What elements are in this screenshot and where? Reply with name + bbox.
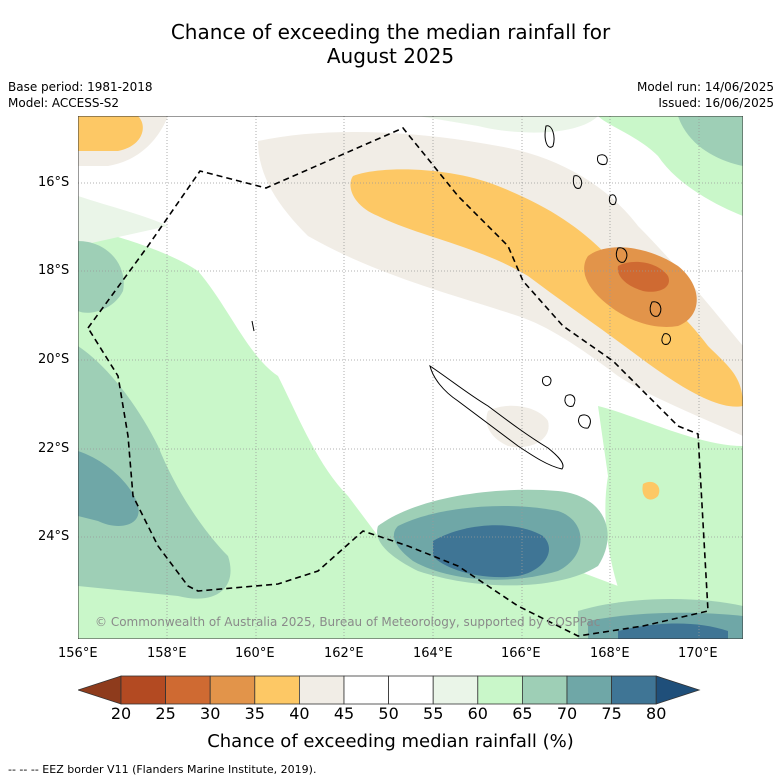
model-text: Model: ACCESS-S2 — [8, 96, 120, 110]
lat-label-16s: 16°S — [38, 175, 70, 190]
lon-label-164e: 164°E — [413, 646, 453, 661]
colorbar-tick-label: 35 — [244, 704, 265, 723]
colorbar-tick-label: 75 — [601, 704, 622, 723]
green-region-west — [78, 226, 743, 639]
map-title-line1: Chance of exceeding the median rainfall … — [170, 20, 611, 44]
coastlines — [251, 125, 672, 470]
lon-label-166e: 166°E — [501, 646, 541, 661]
colorbar-cell — [388, 675, 434, 705]
base-period-text: Base period: 1981-2018 — [8, 80, 153, 94]
colorbar-cell — [521, 675, 568, 705]
colorbar-tick-label: 45 — [333, 704, 355, 723]
vanuatu-island-7 — [608, 194, 617, 205]
lon-label-162e: 162°E — [324, 646, 364, 661]
orange-region-west — [78, 116, 143, 151]
lon-label-158e: 158°E — [147, 646, 187, 661]
lon-label-156e: 156°E — [58, 646, 98, 661]
vanuatu-island-5 — [661, 333, 672, 345]
eez-legend-footer: -- -- -- EEZ border V11 (Flanders Marine… — [8, 763, 317, 776]
colorbar-cell — [566, 675, 612, 705]
teal-region-ne — [678, 116, 743, 166]
colorbar-tick-label: 30 — [200, 704, 221, 723]
colorbar-cell — [432, 675, 479, 705]
colorbar-cell — [209, 675, 256, 705]
orange-spot-east — [642, 481, 660, 500]
lat-label-18s: 18°S — [38, 263, 70, 278]
loyalty-island-3 — [578, 414, 591, 429]
colorbar-tick-label: 20 — [110, 704, 132, 723]
colorbar-cell — [120, 675, 166, 705]
vanuatu-island-2 — [572, 175, 583, 189]
copyright-text: © Commonwealth of Australia 2025, Bureau… — [95, 615, 600, 629]
colorbar-tick-label: 60 — [467, 704, 488, 723]
vanuatu-island-1 — [544, 125, 555, 148]
lat-label-22s: 22°S — [38, 441, 70, 456]
colorbar — [78, 675, 701, 705]
light-green-top — [418, 116, 598, 133]
light-green-west — [78, 196, 168, 246]
issued-text: Issued: 16/06/2025 — [658, 96, 774, 110]
lon-label-160e: 160°E — [235, 646, 275, 661]
vanuatu-island-4 — [649, 301, 662, 317]
teal-region-west — [78, 346, 231, 599]
loyalty-island-1 — [542, 375, 552, 387]
model-run-text: Model run: 14/06/2025 — [636, 80, 774, 94]
colorbar-cell — [254, 675, 300, 705]
loyalty-island-2 — [564, 394, 576, 407]
deep-teal-west — [78, 451, 139, 526]
red-orange-region — [617, 261, 669, 292]
vanuatu-island-6 — [597, 154, 608, 165]
colorbar-cell — [343, 675, 389, 705]
lat-label-20s: 20°S — [38, 352, 70, 367]
lon-label-170e: 170°E — [678, 646, 718, 661]
eez-border — [87, 127, 709, 637]
colorbar-cell — [298, 675, 345, 705]
rainfall-map: © Commonwealth of Australia 2025, Bureau… — [78, 116, 743, 639]
map-title-line2: August 2025 — [326, 44, 455, 68]
colorbar-tick-label: 50 — [378, 704, 399, 723]
colorbar-tick-label: 65 — [512, 704, 533, 723]
colorbar-tick-label: 80 — [646, 704, 667, 723]
colorbar-cell — [165, 675, 211, 705]
blue-region-south — [433, 525, 549, 578]
colorbar-cell — [477, 675, 523, 705]
colorbar-tick-label: 55 — [423, 704, 444, 723]
colorbar-cell — [611, 675, 657, 705]
orange-region-main — [350, 169, 743, 407]
blue-region-se — [618, 623, 728, 639]
new-caledonia-coast — [429, 364, 564, 470]
colorbar-tick-label: 70 — [556, 704, 578, 723]
colorbar-over-arrow — [655, 675, 701, 705]
colorbar-tick-label: 40 — [289, 704, 310, 723]
colorbar-tick-label: 25 — [155, 704, 176, 723]
vanuatu-island-3 — [615, 247, 628, 263]
lat-label-24s: 24°S — [38, 529, 70, 544]
colorbar-title: Chance of exceeding median rainfall (%) — [207, 731, 574, 752]
lon-label-168e: 168°E — [590, 646, 630, 661]
colorbar-under-arrow — [78, 675, 122, 705]
west-reef — [251, 320, 255, 332]
green-region-east — [598, 406, 743, 639]
